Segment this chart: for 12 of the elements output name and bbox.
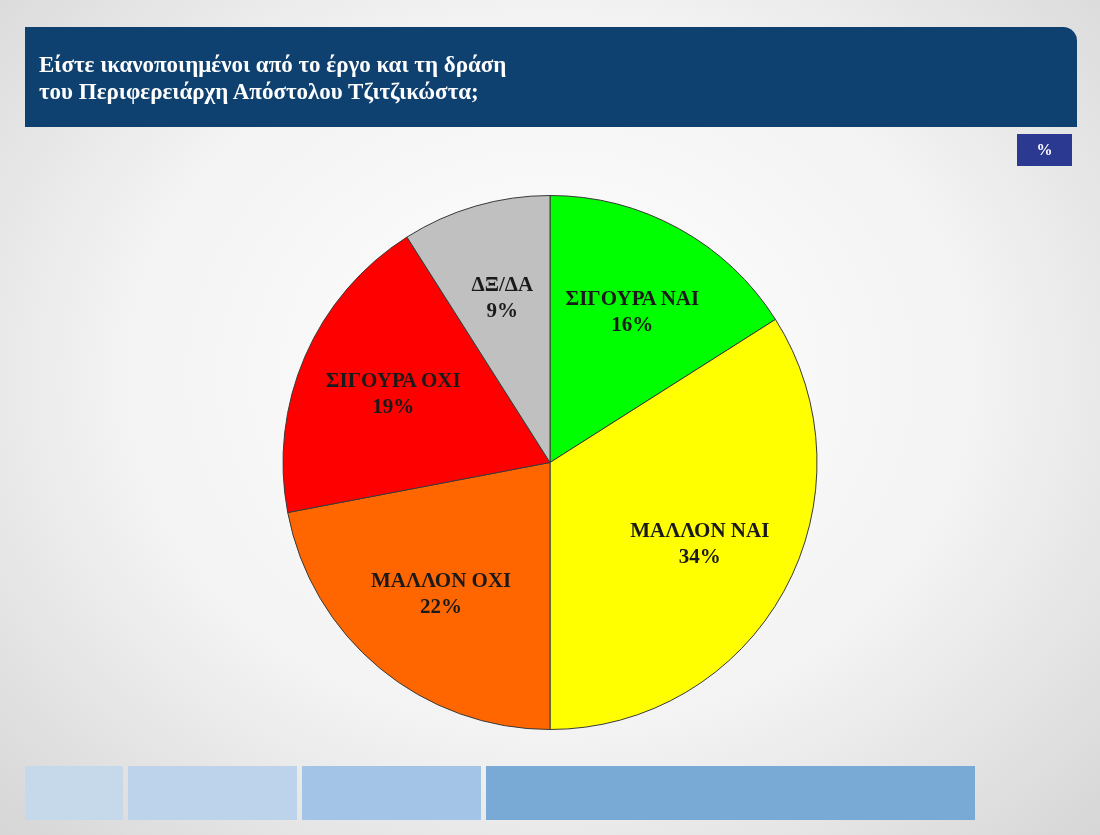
data-label: 19% [372, 394, 415, 419]
text: % [1017, 134, 1072, 166]
slice-label: ΜΑΛΛΟΝ ΝΑΙ [630, 518, 770, 543]
slice-label: ΣΙΓΟΥΡΑ ΝΑΙ [565, 286, 700, 311]
data-label: 9% [486, 297, 519, 322]
slice-label: ΜΑΛΛΟΝ ΟΧΙ [370, 567, 512, 592]
slice-label: ΣΙΓΟΥΡΑ ΟΧΙ [325, 368, 461, 393]
slice-label: ΔΞ/ΔΑ [471, 271, 534, 296]
data-label: 22% [420, 593, 463, 618]
data-label: 16% [611, 312, 654, 337]
data-label: 34% [678, 544, 721, 569]
chart-title: Είστε ικανοποιημένοι από το έργο και τη δράση του Περιφερειάρχη Απόστολου Τζιτζικώστα; [39, 51, 507, 105]
